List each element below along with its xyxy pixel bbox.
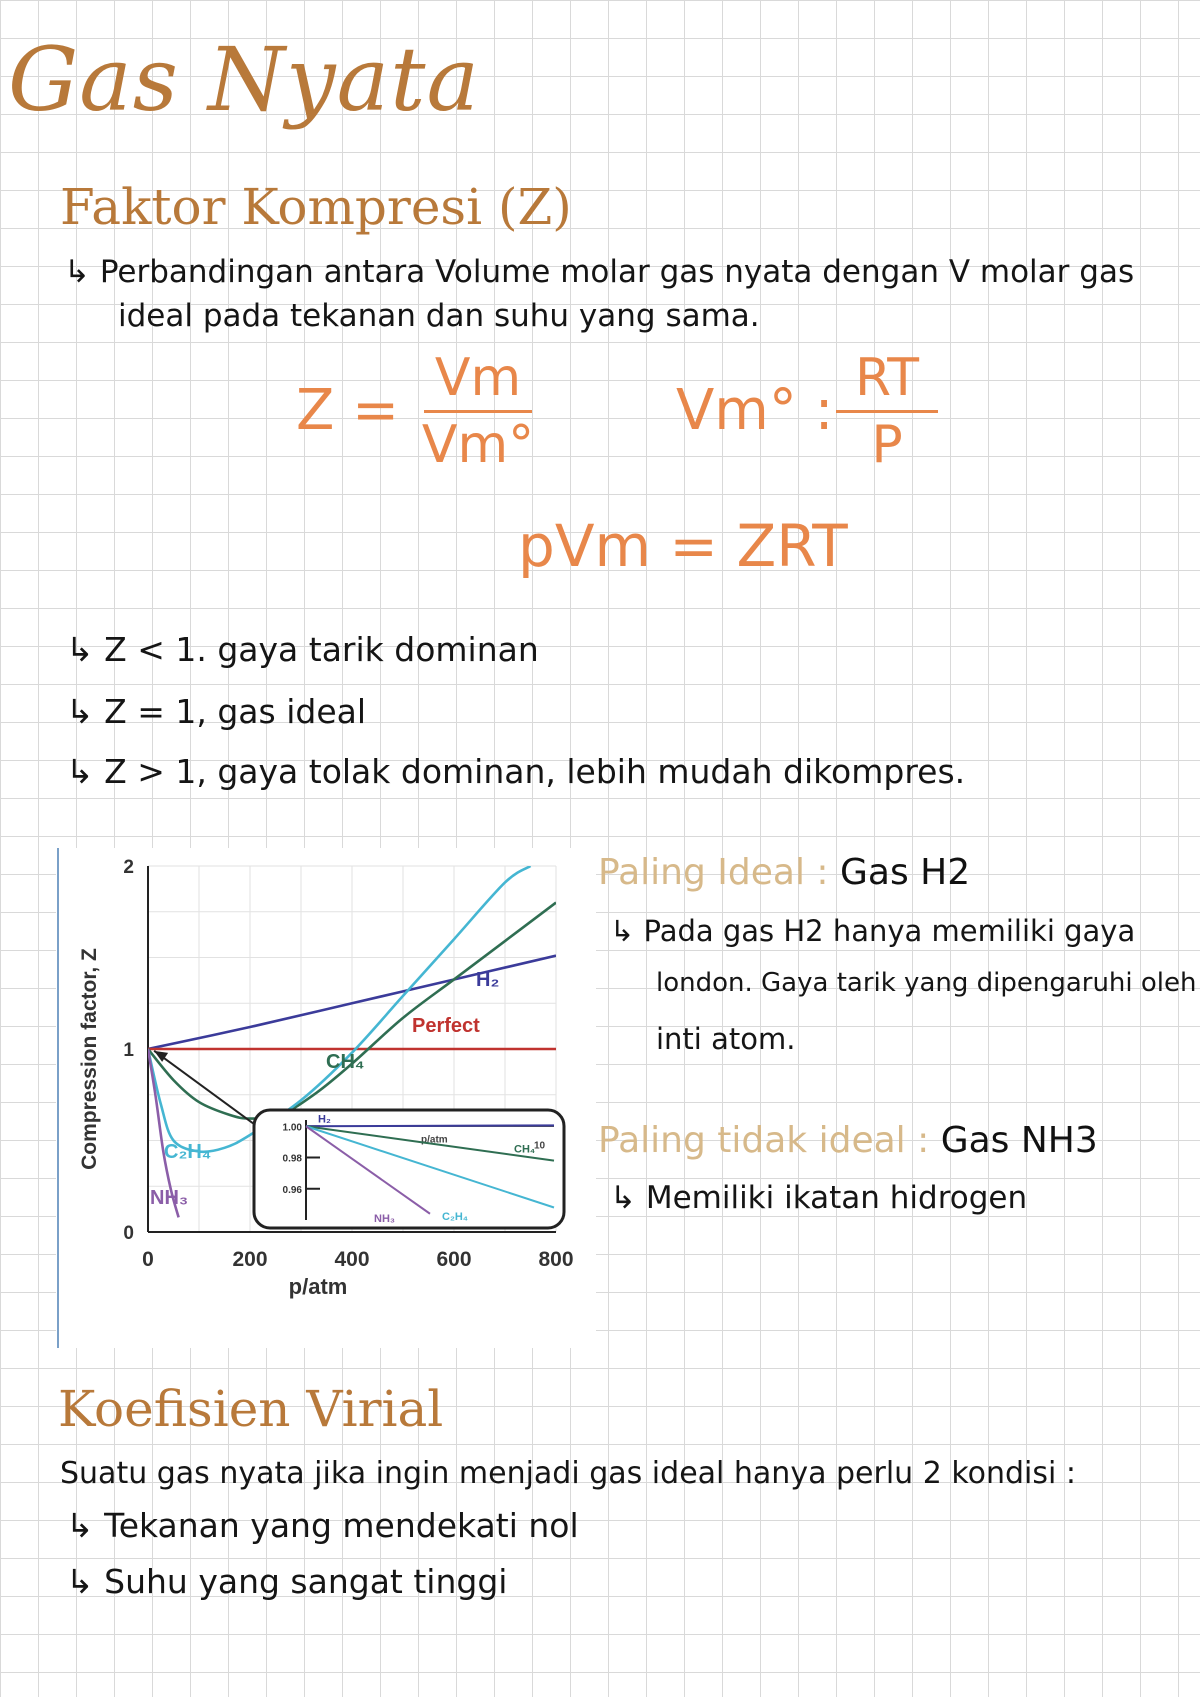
inset-line-ch: [305, 1125, 555, 1209]
x-tick-label: 0: [142, 1248, 154, 1271]
eq2-denominator: P: [871, 415, 903, 475]
inset-series-label: H₂: [318, 1113, 331, 1125]
x-tick-label: 200: [232, 1248, 267, 1271]
page-title: Gas Nyata: [8, 28, 480, 131]
ideal-line-2: london. Gaya tarik yang dipengaruhi oleh: [656, 968, 1197, 998]
inset-arrow-head: [154, 1050, 169, 1062]
section-heading-compression: Faktor Kompresi (Z): [60, 178, 572, 236]
y-axis-label: Compression factor, Z: [78, 948, 101, 1170]
inset-y-tick-label: 0.98: [283, 1154, 303, 1165]
x-tick-label: 400: [334, 1248, 369, 1271]
ideal-label: Paling Ideal :: [598, 852, 829, 893]
series-label: NH₃: [150, 1187, 188, 1209]
x-tick-label: 600: [436, 1248, 471, 1271]
inset-x-label: p/atm: [421, 1134, 448, 1145]
virial-line-3: ↳ Suhu yang sangat tinggi: [66, 1562, 508, 1601]
series-line-h: [148, 954, 556, 1051]
definition-line-1: ↳ Perbandingan antara Volume molar gas n…: [64, 254, 1135, 290]
y-tick-label: 2: [123, 857, 134, 878]
virial-line-1: Suatu gas nyata jika ingin menjadi gas i…: [60, 1456, 1076, 1491]
eq1-fraction-bar: [424, 410, 532, 413]
eq3: pVm = ZRT: [518, 512, 848, 580]
inset-box: [252, 1108, 566, 1230]
definition-line-2: ideal pada tekanan dan suhu yang sama.: [118, 298, 760, 334]
eq1-lhs: Z =: [296, 378, 400, 443]
series-label: Perfect: [412, 1015, 480, 1037]
case-less-than-one: ↳ Z < 1. gaya tarik dominan: [66, 630, 539, 669]
virial-line-2: ↳ Tekanan yang mendekati nol: [66, 1506, 579, 1545]
ideal-line-1: ↳ Pada gas H2 hanya memiliki gaya: [610, 914, 1136, 948]
nonideal-label: Paling tidak ideal :: [598, 1120, 930, 1161]
eq1-numerator: Vm: [434, 348, 522, 408]
chart-svg: 0 200 400 600 800 0 1 2 p/atm Compression factor,…: [57, 848, 574, 1348]
inset-series-label: NH₃: [374, 1213, 395, 1225]
series-label: C₂H₄: [164, 1141, 211, 1163]
inset-line-nh: [305, 1125, 431, 1215]
y-tick-label: 1: [123, 1040, 134, 1061]
inset-y-tick-label: 0.96: [283, 1185, 303, 1196]
series-label: H₂: [476, 969, 499, 991]
inset-x-max-label: 10: [534, 1140, 546, 1151]
nonideal-gas: Gas NH3: [940, 1120, 1098, 1161]
eq2-lhs: Vm° :: [676, 378, 834, 443]
series-line-ch: [148, 901, 556, 1120]
y-tick-label: 0: [123, 1223, 134, 1244]
eq2-numerator: RT: [854, 348, 920, 408]
ideal-gas: Gas H2: [839, 852, 971, 893]
nonideal-line-1: ↳ Memiliki ikatan hidrogen: [610, 1180, 1028, 1216]
x-axis-label: p/atm: [289, 1274, 348, 1299]
series-line-nh: [148, 1048, 180, 1218]
series-label: CH₄: [326, 1051, 364, 1073]
inset-line-ch: [305, 1125, 555, 1162]
eq1-denominator: Vm°: [421, 415, 535, 475]
eq2-fraction-bar: [836, 410, 938, 413]
inset-y-tick-label: 1.00: [283, 1122, 303, 1133]
section-heading-virial: Koefisien Virial: [58, 1380, 444, 1438]
inset-series-label: CH₄: [514, 1144, 535, 1156]
nonideal-note: Paling tidak ideal : Gas NH3: [598, 1120, 1098, 1161]
inset-line-h: [305, 1124, 555, 1128]
case-greater-than-one: ↳ Z > 1, gaya tolak dominan, lebih mudah…: [66, 752, 966, 791]
case-equal-one: ↳ Z = 1, gas ideal: [66, 692, 367, 731]
eq2-fraction: RT P: [836, 348, 938, 475]
compression-factor-chart: 0 200 400 600 800 0 1 2 p/atm Compression factor,…: [56, 848, 596, 1348]
inset-series-label: C₂H₄: [442, 1211, 468, 1223]
x-tick-label: 800: [538, 1248, 573, 1271]
ideal-line-3: inti atom.: [656, 1022, 796, 1056]
eq1-fraction: Vm Vm°: [421, 348, 535, 475]
ideal-note: Paling Ideal : Gas H2: [598, 852, 970, 893]
